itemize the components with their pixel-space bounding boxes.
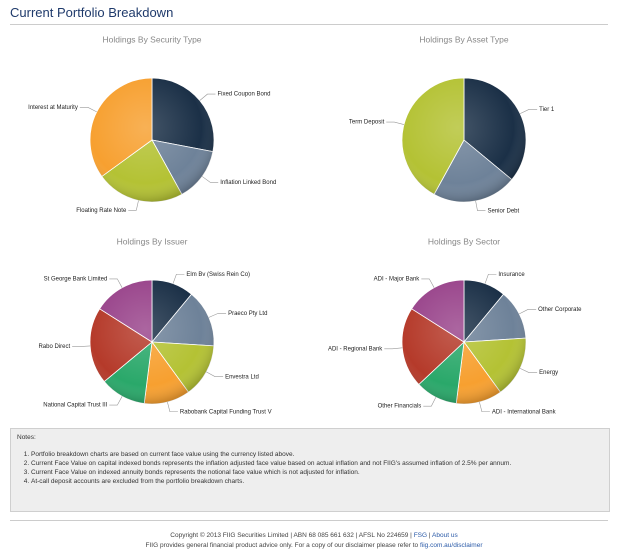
slice-label: Insurance — [498, 272, 525, 278]
slice-label: ADI - International Bank — [492, 409, 557, 415]
leader-line — [484, 273, 497, 284]
leader-line — [72, 345, 91, 347]
note-item: At-call deposit accounts are excluded fr… — [31, 478, 603, 485]
slice-label: Inflation Linked Bond — [220, 180, 276, 186]
leader-line — [479, 401, 490, 413]
charts: Holdings By Security Type Fixed Coupon Bo… — [28, 34, 582, 415]
chart-title: Holdings By Sector — [428, 236, 500, 246]
leader-line — [172, 273, 185, 284]
slice-label: National Capital Trust III — [43, 403, 107, 409]
footer-link[interactable]: FSG — [413, 532, 428, 539]
slice-label: Other Financials — [378, 404, 422, 410]
disclaimer-link[interactable]: fiig.com.au/disclaimer — [419, 542, 483, 549]
advice: FIIG provides general financial product … — [145, 542, 419, 549]
leader-line — [208, 313, 227, 318]
footer-link[interactable]: About us — [432, 532, 458, 539]
leader-line — [519, 109, 538, 114]
slice-label: Rabobank Capital Funding Trust V — [180, 409, 272, 415]
leader-line — [201, 176, 219, 183]
slice-label: Term Deposit — [349, 120, 385, 126]
notes-box: Notes: Portfolio breakdown charts are ba… — [10, 428, 610, 512]
note-item: Current Face Value on indexed annuity bo… — [31, 469, 603, 476]
leader-line — [519, 309, 537, 315]
leader-line — [519, 368, 538, 373]
leader-line — [109, 396, 123, 406]
slice-label: Floating Rate Note — [76, 208, 127, 214]
slice-label: Interest at Maturity — [28, 105, 78, 111]
chart-title: Holdings By Security Type — [102, 34, 201, 44]
leader-line — [128, 200, 139, 211]
slice-label: Energy — [539, 370, 558, 376]
slice-label: Fixed Coupon Bond — [217, 92, 270, 98]
slice-label: Praeco Pty Ltd — [228, 311, 267, 317]
leader-line — [384, 347, 403, 350]
slice-label: Elm Bv (Swiss Rein Co) — [186, 272, 250, 278]
slice-label: Envestra Ltd — [225, 374, 259, 380]
slice-label: Tier 1 — [539, 107, 555, 113]
notes-list: Portfolio breakdown charts are based on … — [17, 451, 603, 485]
leader-line — [475, 200, 486, 212]
copyright: Copyright © 2013 FIIG Securities Limited… — [170, 532, 412, 539]
divider — [10, 24, 608, 25]
leader-line — [199, 93, 216, 101]
leader-line — [79, 107, 97, 113]
pie-slice — [151, 77, 215, 153]
leader-line — [386, 121, 405, 125]
chart-title: Holdings By Asset Type — [419, 34, 508, 44]
notes-title: Notes: — [17, 434, 36, 441]
leader-line — [206, 371, 224, 377]
slice-label: ADI - Major Bank — [374, 276, 421, 282]
note-item: Portfolio breakdown charts are based on … — [31, 451, 603, 458]
slice-label: Other Corporate — [538, 307, 582, 313]
leader-line — [109, 278, 123, 288]
slice-label: St George Bank Limited — [44, 276, 108, 282]
footer-line: FIIG provides general financial product … — [0, 542, 628, 549]
footer-line: Copyright © 2013 FIIG Securities Limited… — [0, 532, 628, 539]
chart-title: Holdings By Issuer — [117, 236, 188, 246]
separator: | — [428, 532, 431, 539]
slice-label: Senior Debt — [487, 208, 519, 214]
divider — [10, 520, 608, 521]
slice-label: ADI - Regional Bank — [328, 346, 383, 352]
leader-line — [167, 401, 178, 413]
slice-label: Rabo Direct — [38, 344, 70, 350]
leader-line — [423, 397, 437, 407]
page-title: Current Portfolio Breakdown — [10, 5, 174, 20]
note-item: Current Face Value on capital indexed bo… — [31, 460, 603, 467]
leader-line — [421, 278, 435, 288]
